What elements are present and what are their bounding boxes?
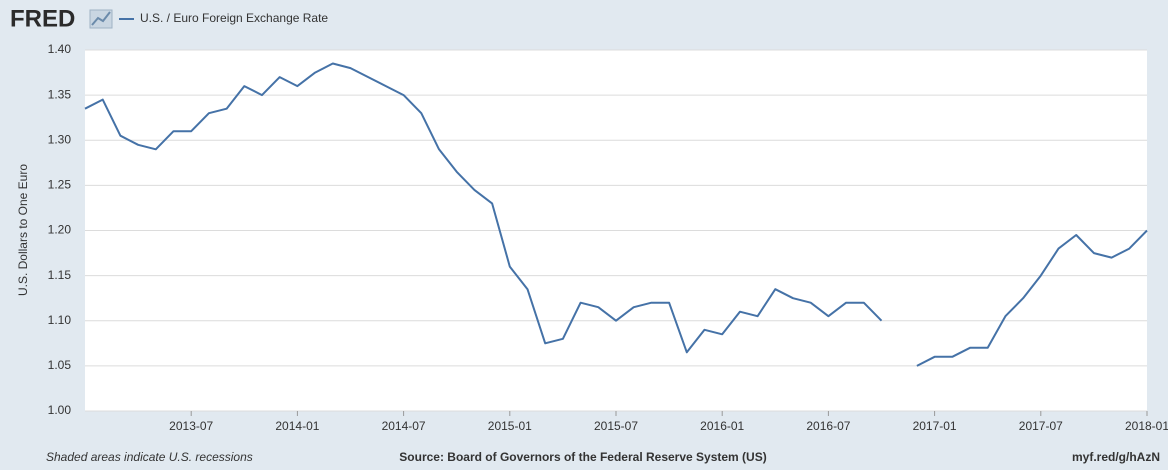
logo: FRED <box>10 5 75 32</box>
y-tick-label: 1.20 <box>48 223 72 237</box>
y-axis-label: U.S. Dollars to One Euro <box>16 164 30 296</box>
y-tick-label: 1.05 <box>48 358 72 372</box>
y-tick-label: 1.25 <box>48 178 72 192</box>
x-tick-label: 2015-07 <box>594 419 638 433</box>
legend-label: U.S. / Euro Foreign Exchange Rate <box>140 11 328 25</box>
y-tick-label: 1.30 <box>48 132 72 146</box>
x-tick-label: 2014-01 <box>275 419 319 433</box>
x-tick-label: 2017-01 <box>913 419 957 433</box>
x-tick-label: 2014-07 <box>382 419 426 433</box>
x-tick-label: 2016-01 <box>700 419 744 433</box>
link: myf.red/g/hAzN <box>1072 450 1160 464</box>
source: Source: Board of Governors of the Federa… <box>399 450 766 464</box>
x-tick-label: 2015-01 <box>488 419 532 433</box>
y-tick-label: 1.00 <box>48 403 72 417</box>
recession-note: Shaded areas indicate U.S. recessions <box>46 450 253 464</box>
x-tick-label: 2016-07 <box>806 419 850 433</box>
y-tick-label: 1.15 <box>48 268 72 282</box>
x-tick-label: 2017-07 <box>1019 419 1063 433</box>
y-tick-label: 1.40 <box>48 42 72 56</box>
y-tick-label: 1.35 <box>48 87 72 101</box>
logo-icon <box>89 9 113 29</box>
y-tick-label: 1.10 <box>48 313 72 327</box>
x-tick-label: 2018-01 <box>1125 419 1168 433</box>
series-line <box>84 62 1148 367</box>
x-tick-label: 2013-07 <box>169 419 213 433</box>
